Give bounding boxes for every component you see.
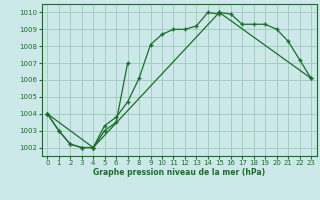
X-axis label: Graphe pression niveau de la mer (hPa): Graphe pression niveau de la mer (hPa) [93,168,265,177]
